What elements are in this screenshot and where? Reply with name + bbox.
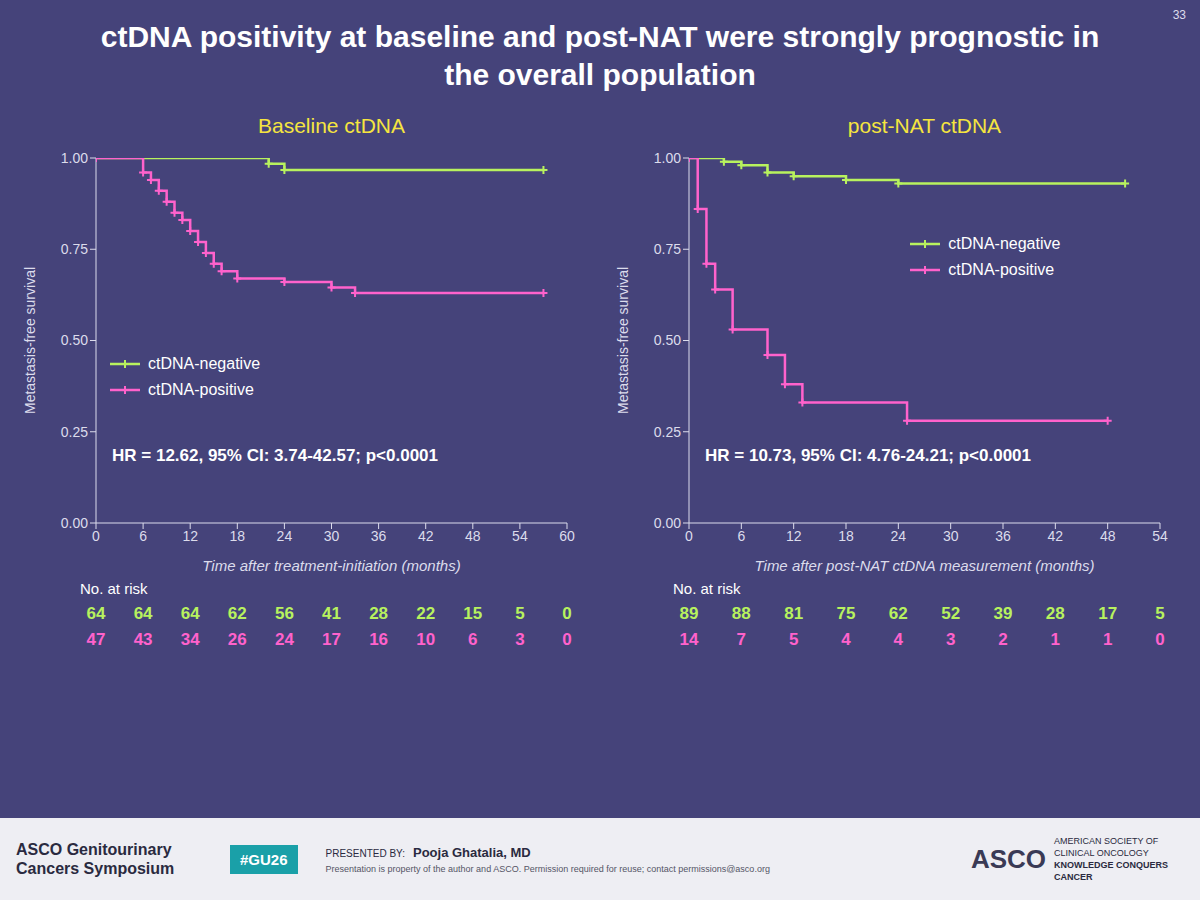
html-text:41: 41 (322, 604, 341, 623)
svg-text:60: 60 (559, 528, 575, 544)
html-text:34: 34 (180, 630, 200, 649)
html-text:56: 56 (274, 604, 294, 623)
html-text:26: 26 (227, 630, 247, 649)
svg-text:0.75: 0.75 (61, 241, 88, 257)
html-text:47: 47 (86, 630, 106, 649)
html-text:75: 75 (836, 604, 856, 623)
svg-text:0.00: 0.00 (654, 515, 681, 531)
html-text:22: 22 (416, 604, 436, 623)
html-text:HR = 10.73, 95% CI: 4.76-24.21: HR = 10.73, 95% CI: 4.76-24.21; p<0.0001 (705, 446, 1031, 466)
html-text:0: 0 (562, 630, 572, 649)
html-text:1: 1 (1050, 630, 1061, 649)
svg-text:42: 42 (418, 528, 434, 544)
svg-text:18: 18 (230, 528, 246, 544)
html-text:3: 3 (945, 630, 956, 649)
html-text:7: 7 (736, 630, 747, 649)
svg-text:0: 0 (92, 528, 100, 544)
svg-text:Time after treatment-initiatio: Time after treatment-initiation (months) (202, 557, 460, 574)
svg-text:48: 48 (1100, 528, 1116, 544)
svg-text:36: 36 (995, 528, 1011, 544)
html-text:17: 17 (1098, 604, 1118, 623)
html-text:ctDNA-negative: ctDNA-negative (148, 355, 260, 373)
svg-text:12: 12 (182, 528, 198, 544)
html-text:KNOWLEDGE CONQUERS CANCER: KNOWLEDGE CONQUERS CANCER (1054, 860, 1168, 882)
html-text:ctDNA-positive: ctDNA-positive (948, 261, 1055, 278)
html-text:64: 64 (180, 604, 200, 623)
svg-text:0.50: 0.50 (654, 332, 681, 348)
html-text:No. at risk: No. at risk (80, 580, 148, 597)
html-text:88: 88 (731, 604, 751, 623)
html-text:16: 16 (369, 630, 388, 649)
html-text:HR = 12.62, 95% CI: 3.74-42.57: HR = 12.62, 95% CI: 3.74-42.57; p<0.0001 (112, 446, 438, 466)
svg-text:12: 12 (786, 528, 802, 544)
html-text:Presentation is property of th: Presentation is property of the author a… (325, 863, 770, 874)
html-text:43: 43 (133, 630, 153, 649)
svg-text:0.25: 0.25 (61, 424, 88, 440)
html-text:PRESENTED BY:: PRESENTED BY: (325, 847, 405, 859)
svg-text:24: 24 (891, 528, 907, 544)
svg-text:54: 54 (1152, 528, 1168, 544)
html-text:28: 28 (1045, 604, 1065, 623)
svg-text:0.25: 0.25 (654, 424, 681, 440)
html-text:ctDNA-negative: ctDNA-negative (948, 235, 1061, 252)
svg-text:18: 18 (838, 528, 854, 544)
html-text:28: 28 (369, 604, 388, 623)
html-text:AMERICAN SOCIETY OF CLINICAL O: AMERICAN SOCIETY OF CLINICAL ONCOLOGY (1054, 836, 1159, 858)
html-text:Baseline ctDNA: Baseline ctDNA (258, 114, 405, 137)
html-text:15: 15 (463, 604, 483, 623)
svg-text:0.00: 0.00 (61, 515, 88, 531)
html-text:0: 0 (562, 604, 572, 623)
html-text:52: 52 (941, 604, 961, 623)
html-text:ctDNA-positive: ctDNA-positive (148, 381, 254, 399)
html-text:6: 6 (468, 630, 478, 649)
svg-text:Metastasis-free survival: Metastasis-free survival (615, 267, 631, 414)
svg-text:1.00: 1.00 (654, 150, 681, 166)
svg-text:6: 6 (139, 528, 147, 544)
html-text:64: 64 (86, 604, 106, 623)
svg-text:30: 30 (324, 528, 340, 544)
html-text:No. at risk: No. at risk (673, 580, 741, 597)
html-text:Pooja Ghatalia, MD: Pooja Ghatalia, MD (413, 844, 531, 860)
html-text:3: 3 (515, 630, 525, 649)
html-text:33: 33 (1172, 8, 1186, 22)
html-text:89: 89 (679, 604, 699, 623)
svg-text:Metastasis-free survival: Metastasis-free survival (22, 267, 38, 414)
svg-text:30: 30 (943, 528, 959, 544)
svg-text:36: 36 (371, 528, 387, 544)
html-text:5: 5 (515, 604, 525, 623)
html-text:post-NAT ctDNA: post-NAT ctDNA (847, 114, 1002, 137)
html-text:5: 5 (1155, 604, 1165, 623)
svg-text:0.50: 0.50 (61, 332, 88, 348)
svg-text:0: 0 (685, 528, 693, 544)
html-text:#GU26: #GU26 (240, 850, 288, 868)
svg-text:6: 6 (737, 528, 745, 544)
html-text:ASCO: ASCO (970, 843, 1046, 874)
svg-text:Time after post-NAT ctDNA meas: Time after post-NAT ctDNA measurement (m… (755, 557, 1095, 574)
html-text:4: 4 (893, 630, 904, 649)
html-text:4: 4 (841, 630, 851, 649)
html-text:ctDNA positivity at baseline a: ctDNA positivity at baseline and post-NA… (100, 20, 1100, 91)
html-text:17: 17 (322, 630, 341, 649)
html-text:62: 62 (227, 604, 247, 623)
html-text:64: 64 (133, 604, 153, 623)
html-text:81: 81 (784, 604, 804, 623)
html-text:10: 10 (416, 630, 436, 649)
svg-text:42: 42 (1048, 528, 1064, 544)
svg-text:1.00: 1.00 (61, 150, 88, 166)
svg-text:48: 48 (465, 528, 481, 544)
svg-text:0.75: 0.75 (654, 241, 681, 257)
html-text:14: 14 (679, 630, 699, 649)
html-text:39: 39 (993, 604, 1013, 623)
html-text:2: 2 (998, 630, 1008, 649)
svg-text:24: 24 (277, 528, 293, 544)
svg-text:54: 54 (512, 528, 528, 544)
html-text:0: 0 (1155, 630, 1165, 649)
html-text:5: 5 (788, 630, 799, 649)
html-text:ASCO Genitourinary Cancers Sym: ASCO Genitourinary Cancers Symposium (16, 841, 175, 877)
html-text:62: 62 (888, 604, 908, 623)
html-text:24: 24 (274, 630, 294, 649)
html-text:1: 1 (1102, 630, 1113, 649)
